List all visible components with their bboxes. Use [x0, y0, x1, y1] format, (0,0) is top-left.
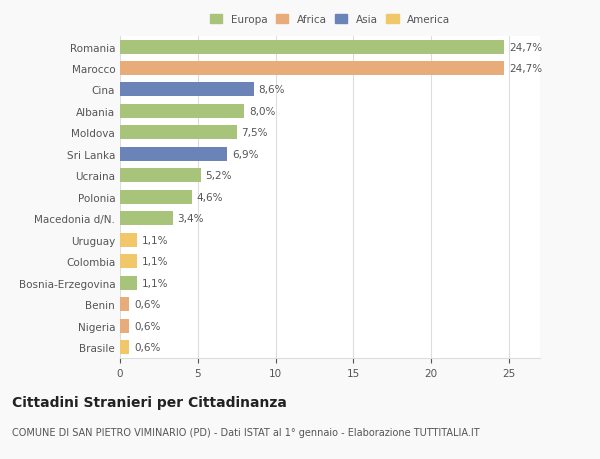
Text: 8,6%: 8,6% — [259, 85, 285, 95]
Legend: Europa, Africa, Asia, America: Europa, Africa, Asia, America — [210, 15, 450, 25]
Text: 0,6%: 0,6% — [134, 299, 160, 309]
Bar — [120, 255, 137, 269]
Text: 8,0%: 8,0% — [249, 106, 275, 117]
Bar — [120, 105, 244, 118]
Text: 0,6%: 0,6% — [134, 342, 160, 353]
Text: 1,1%: 1,1% — [142, 257, 168, 267]
Bar — [120, 233, 137, 247]
Bar — [120, 40, 504, 54]
Bar — [120, 126, 236, 140]
Text: 6,9%: 6,9% — [232, 150, 259, 160]
Text: 3,4%: 3,4% — [178, 214, 204, 224]
Bar — [120, 84, 254, 97]
Text: 4,6%: 4,6% — [196, 192, 223, 202]
Text: 1,1%: 1,1% — [142, 235, 168, 245]
Bar — [120, 62, 504, 76]
Bar — [120, 319, 130, 333]
Text: 1,1%: 1,1% — [142, 278, 168, 288]
Text: 5,2%: 5,2% — [206, 171, 232, 181]
Text: 24,7%: 24,7% — [509, 64, 542, 74]
Text: 7,5%: 7,5% — [241, 128, 268, 138]
Bar — [120, 341, 130, 354]
Bar — [120, 190, 191, 204]
Bar — [120, 297, 130, 311]
Bar — [120, 169, 201, 183]
Text: COMUNE DI SAN PIETRO VIMINARIO (PD) - Dati ISTAT al 1° gennaio - Elaborazione TU: COMUNE DI SAN PIETRO VIMINARIO (PD) - Da… — [12, 427, 479, 437]
Bar — [120, 276, 137, 290]
Bar — [120, 147, 227, 162]
Text: 24,7%: 24,7% — [509, 42, 542, 52]
Text: 0,6%: 0,6% — [134, 321, 160, 331]
Bar — [120, 212, 173, 226]
Text: Cittadini Stranieri per Cittadinanza: Cittadini Stranieri per Cittadinanza — [12, 395, 287, 409]
